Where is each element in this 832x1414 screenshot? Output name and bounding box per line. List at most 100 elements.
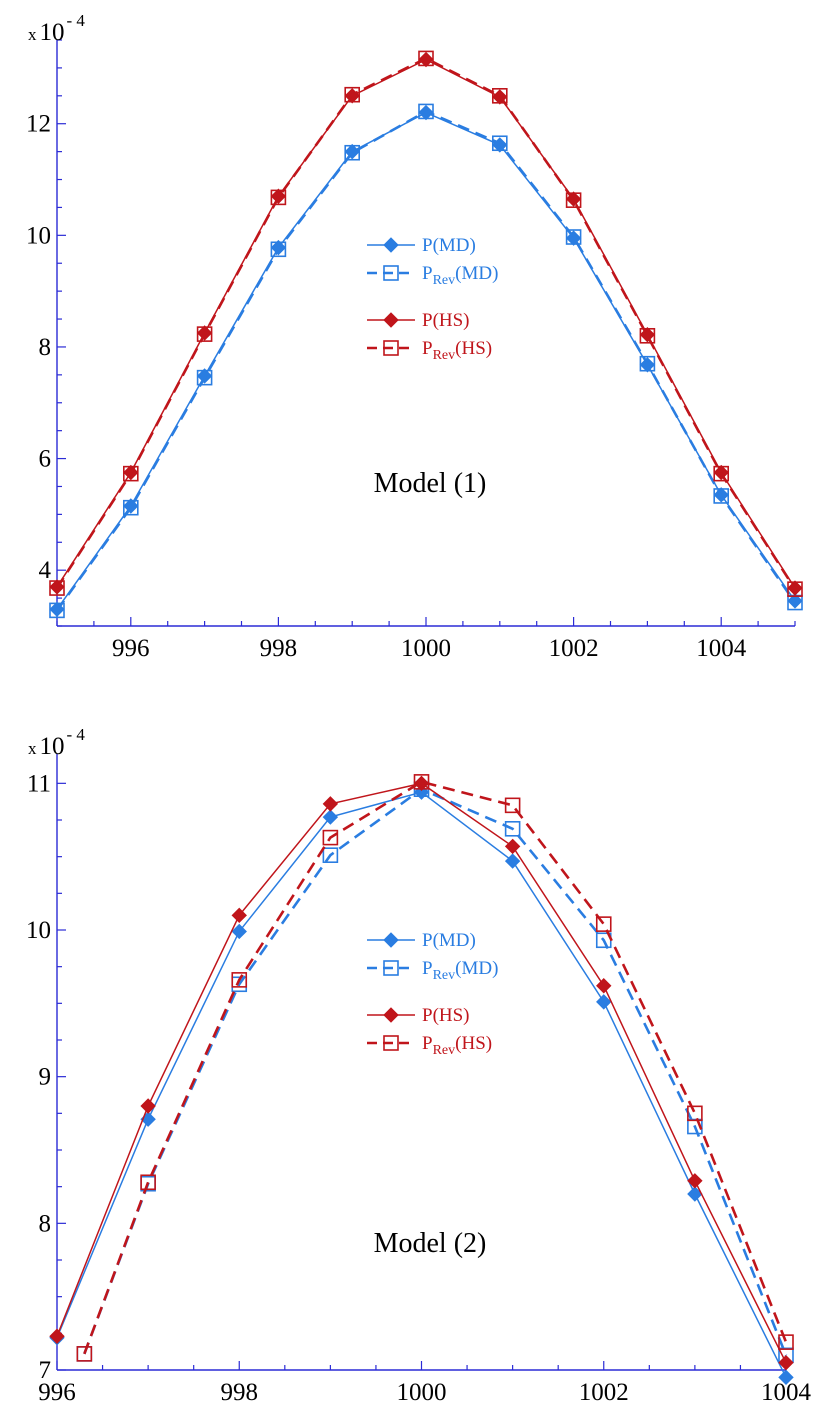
data-point xyxy=(123,499,139,516)
data-point xyxy=(344,86,361,103)
series-line xyxy=(56,791,787,1378)
data-point xyxy=(270,189,287,206)
data-point xyxy=(639,355,656,372)
data-point xyxy=(713,488,730,504)
data-point xyxy=(49,1328,65,1344)
y-tick-label: 10 xyxy=(26,917,51,944)
data-point xyxy=(713,465,730,482)
data-point xyxy=(231,972,248,988)
series-line xyxy=(83,787,788,1356)
data-point xyxy=(322,796,339,812)
data-point xyxy=(418,103,434,120)
data-point xyxy=(231,907,247,924)
y-tick-label: 8 xyxy=(39,334,52,361)
data-point xyxy=(778,1369,794,1386)
legend-marker xyxy=(383,265,399,281)
x-tick-label: 996 xyxy=(112,635,150,662)
series-3 xyxy=(76,774,794,1362)
data-point xyxy=(687,1105,703,1122)
data-point xyxy=(322,829,339,846)
x-tick-label: 1002 xyxy=(579,1379,629,1406)
data-point xyxy=(491,135,508,152)
data-point xyxy=(76,1346,93,1362)
y-tick-label: 10 xyxy=(26,222,51,249)
legend-label: PRev(HS) xyxy=(422,338,492,363)
legend: P(MD) PRev(MD) P(HS) PRev(HS) xyxy=(367,930,498,1058)
data-point xyxy=(413,775,430,792)
data-point xyxy=(687,1173,703,1189)
data-point xyxy=(123,498,139,514)
x-tick-label: 1000 xyxy=(401,635,451,662)
data-point xyxy=(596,978,612,994)
data-point xyxy=(504,838,521,855)
data-point xyxy=(418,50,434,67)
data-point xyxy=(270,188,287,204)
data-point xyxy=(322,847,339,864)
legend-marker xyxy=(383,1035,399,1051)
legend-marker xyxy=(383,932,399,948)
y-tick-label: 7 xyxy=(39,1357,52,1384)
x-tick-label: 998 xyxy=(221,1379,259,1406)
data-point xyxy=(504,853,521,869)
data-point xyxy=(344,143,360,160)
data-point xyxy=(140,1174,156,1191)
legend-label: P(HS) xyxy=(422,1005,470,1026)
data-point xyxy=(778,1354,794,1371)
data-point xyxy=(595,916,612,932)
data-point xyxy=(231,923,247,940)
series-line xyxy=(83,780,788,1355)
legend-marker xyxy=(383,237,399,253)
data-point xyxy=(504,820,521,837)
series-0 xyxy=(49,104,803,617)
data-point xyxy=(504,797,521,814)
chart-model-1: 996 998 1000 1002 1004 4 6 8 10 12 x 10- 4 P(MD) PRev… xyxy=(26,11,803,662)
legend: P(MD) PRev(MD) P(HS) PRev(HS) xyxy=(367,235,498,363)
data-point xyxy=(344,144,361,161)
legend-marker xyxy=(383,1007,399,1023)
legend-marker xyxy=(383,960,399,976)
legend-marker xyxy=(383,340,399,356)
series-1 xyxy=(76,781,794,1364)
axis-multiplier: x 10- 4 xyxy=(28,11,85,46)
axis-multiplier: x 10- 4 xyxy=(28,725,85,760)
legend-label: P(MD) xyxy=(422,235,476,256)
x-tick-label: 998 xyxy=(260,635,298,662)
series-1 xyxy=(49,103,803,619)
series-2 xyxy=(49,775,794,1371)
legend-label: PRev(HS) xyxy=(422,1033,492,1058)
series-line xyxy=(56,111,796,610)
data-point xyxy=(49,602,65,619)
x-tick-label: 1000 xyxy=(397,1379,447,1406)
chart-annotation: Model (1) xyxy=(374,468,487,499)
data-point xyxy=(322,809,339,825)
x-tick-label: 996 xyxy=(38,1379,76,1406)
y-tick-label: 9 xyxy=(39,1064,52,1091)
data-point xyxy=(778,1334,794,1350)
data-point xyxy=(639,327,656,344)
chart-annotation: Model (2) xyxy=(374,1228,487,1259)
data-point xyxy=(639,326,656,343)
y-tick-label: 11 xyxy=(27,770,51,797)
x-tick-label: 1002 xyxy=(549,635,599,662)
data-point xyxy=(49,580,65,596)
series-3 xyxy=(49,50,803,597)
y-tick-label: 12 xyxy=(26,111,51,138)
legend-marker xyxy=(383,312,399,328)
legend-label: PRev(MD) xyxy=(422,263,498,288)
legend-label: P(HS) xyxy=(422,310,470,331)
data-point xyxy=(196,326,213,342)
series-line xyxy=(55,109,797,612)
data-point xyxy=(565,192,582,208)
series-line xyxy=(55,56,797,590)
data-point xyxy=(787,581,803,597)
y-tick-label: 8 xyxy=(39,1210,52,1237)
data-point xyxy=(596,994,612,1010)
legend-label: PRev(MD) xyxy=(422,958,498,983)
data-point xyxy=(413,774,430,790)
data-point xyxy=(687,1118,703,1135)
y-tick-label: 6 xyxy=(39,446,52,473)
data-point xyxy=(123,465,139,482)
x-tick-label: 1004 xyxy=(696,635,747,662)
